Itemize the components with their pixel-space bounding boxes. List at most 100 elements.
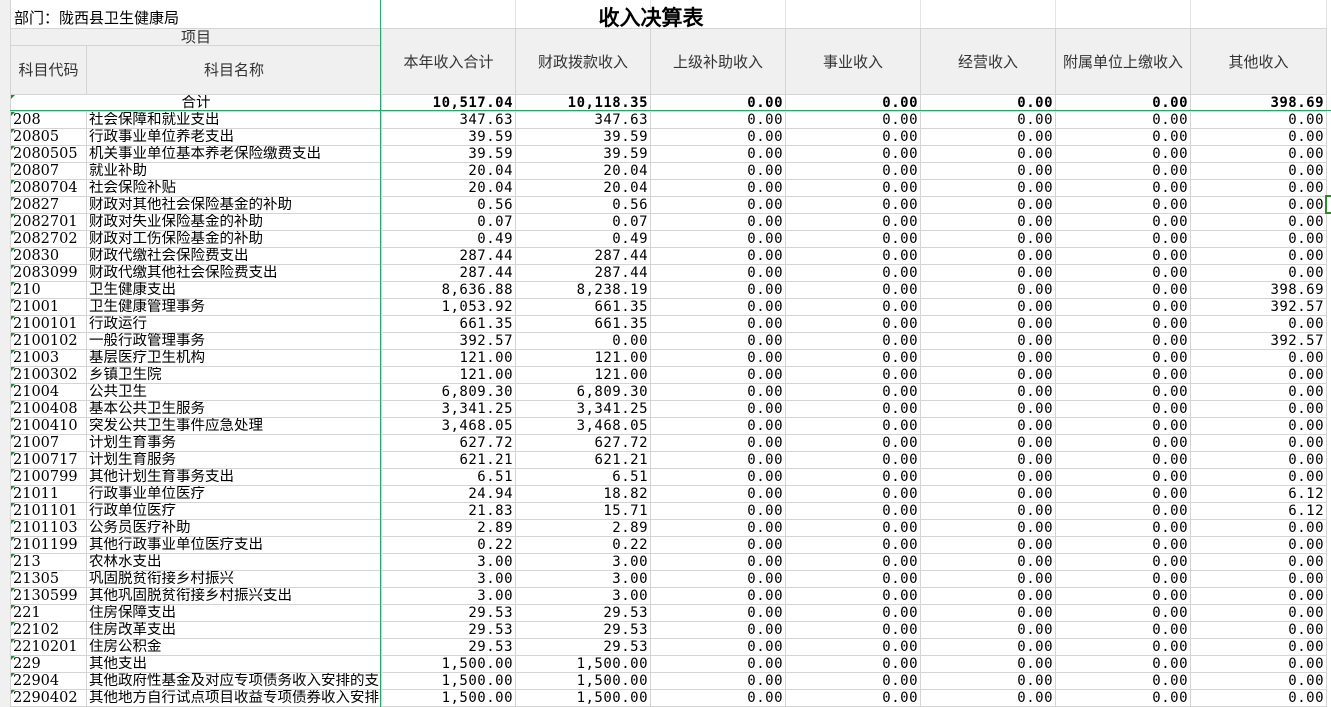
amount-cell[interactable]: 0.00 — [1055, 400, 1192, 418]
amount-cell[interactable]: 661.35 — [381, 315, 517, 333]
total-cell[interactable]: 0.00 — [1055, 94, 1192, 112]
amount-cell[interactable]: 0.00 — [920, 638, 1057, 656]
subject-code-cell[interactable]: 2100101 — [10, 315, 87, 333]
amount-cell[interactable]: 0.00 — [785, 247, 922, 265]
amount-cell[interactable]: 0.00 — [785, 315, 922, 333]
total-cell[interactable]: 0.00 — [785, 94, 922, 112]
subject-code-cell[interactable]: 2080704 — [10, 179, 87, 197]
amount-cell[interactable]: 0.00 — [920, 536, 1057, 554]
amount-cell[interactable]: 20.04 — [515, 162, 652, 180]
amount-cell[interactable]: 0.00 — [785, 111, 922, 129]
amount-cell[interactable]: 3.00 — [515, 553, 652, 571]
amount-cell[interactable]: 0.00 — [1055, 230, 1192, 248]
amount-cell[interactable]: 29.53 — [515, 638, 652, 656]
amount-cell[interactable]: 661.35 — [515, 315, 652, 333]
amount-cell[interactable]: 347.63 — [381, 111, 517, 129]
amount-cell[interactable]: 392.57 — [1190, 298, 1328, 316]
amount-cell[interactable]: 0.00 — [650, 468, 787, 486]
col-header-fiscal[interactable]: 财政拨款收入 — [515, 28, 652, 95]
amount-cell[interactable]: 0.00 — [785, 689, 922, 707]
amount-cell[interactable]: 0.00 — [1055, 655, 1192, 673]
amount-cell[interactable]: 0.00 — [1190, 536, 1328, 554]
amount-cell[interactable]: 29.53 — [381, 621, 517, 639]
amount-cell[interactable]: 0.00 — [785, 162, 922, 180]
subject-name-cell[interactable]: 计划生育服务 — [85, 451, 383, 469]
subject-name-cell[interactable]: 机关事业单位基本养老保险缴费支出 — [85, 145, 383, 163]
subject-code-cell[interactable]: 2100102 — [10, 332, 87, 350]
amount-cell[interactable]: 0.00 — [1055, 638, 1192, 656]
subject-name-cell[interactable]: 住房公积金 — [85, 638, 383, 656]
amount-cell[interactable]: 1,500.00 — [515, 672, 652, 690]
amount-cell[interactable]: 0.22 — [381, 536, 517, 554]
amount-cell[interactable]: 0.00 — [1055, 689, 1192, 707]
amount-cell[interactable]: 0.00 — [1055, 145, 1192, 163]
amount-cell[interactable]: 1,500.00 — [515, 655, 652, 673]
amount-cell[interactable]: 0.00 — [920, 298, 1057, 316]
subject-code-cell[interactable]: 21011 — [10, 485, 87, 503]
total-cell[interactable]: 10,517.04 — [381, 94, 517, 112]
total-cell[interactable]: 0.00 — [920, 94, 1057, 112]
amount-cell[interactable]: 0.00 — [650, 536, 787, 554]
amount-cell[interactable]: 0.00 — [785, 553, 922, 571]
amount-cell[interactable]: 0.00 — [1055, 553, 1192, 571]
subject-name-cell[interactable]: 一般行政管理事务 — [85, 332, 383, 350]
amount-cell[interactable]: 0.00 — [920, 111, 1057, 129]
subject-code-cell[interactable]: 2101101 — [10, 502, 87, 520]
subject-code-cell[interactable]: 2100408 — [10, 400, 87, 418]
amount-cell[interactable]: 347.63 — [515, 111, 652, 129]
amount-cell[interactable]: 20.04 — [381, 179, 517, 197]
amount-cell[interactable]: 29.53 — [515, 604, 652, 622]
amount-cell[interactable]: 29.53 — [381, 638, 517, 656]
amount-cell[interactable]: 0.00 — [785, 587, 922, 605]
subject-name-cell[interactable]: 乡镇卫生院 — [85, 366, 383, 384]
amount-cell[interactable]: 0.00 — [920, 332, 1057, 350]
amount-cell[interactable]: 0.00 — [650, 111, 787, 129]
amount-cell[interactable]: 0.00 — [920, 689, 1057, 707]
amount-cell[interactable]: 0.07 — [381, 213, 517, 231]
subject-name-cell[interactable]: 巩固脱贫衔接乡村振兴 — [85, 570, 383, 588]
subject-name-cell[interactable]: 突发公共卫生事件应急处理 — [85, 417, 383, 435]
amount-cell[interactable]: 2.89 — [515, 519, 652, 537]
subject-code-cell[interactable]: 22904 — [10, 672, 87, 690]
amount-cell[interactable]: 6,809.30 — [515, 383, 652, 401]
amount-cell[interactable]: 6.51 — [381, 468, 517, 486]
amount-cell[interactable]: 0.00 — [1055, 621, 1192, 639]
subject-name-cell[interactable]: 财政对工伤保险基金的补助 — [85, 230, 383, 248]
amount-cell[interactable]: 0.00 — [785, 570, 922, 588]
subject-name-cell[interactable]: 基本公共卫生服务 — [85, 400, 383, 418]
amount-cell[interactable]: 0.00 — [920, 502, 1057, 520]
amount-cell[interactable]: 0.00 — [920, 128, 1057, 146]
amount-cell[interactable]: 0.00 — [1055, 315, 1192, 333]
amount-cell[interactable]: 24.94 — [381, 485, 517, 503]
amount-cell[interactable]: 0.00 — [785, 230, 922, 248]
amount-cell[interactable]: 0.56 — [515, 196, 652, 214]
subject-code-cell[interactable]: 208 — [10, 111, 87, 129]
subject-code-cell[interactable]: 21001 — [10, 298, 87, 316]
amount-cell[interactable]: 39.59 — [515, 145, 652, 163]
amount-cell[interactable]: 3.00 — [381, 570, 517, 588]
amount-cell[interactable]: 0.00 — [785, 502, 922, 520]
col-header-total[interactable]: 本年收入合计 — [381, 28, 517, 95]
amount-cell[interactable]: 0.00 — [1055, 587, 1192, 605]
amount-cell[interactable]: 0.00 — [1055, 179, 1192, 197]
amount-cell[interactable]: 0.00 — [1190, 366, 1328, 384]
amount-cell[interactable]: 0.00 — [920, 281, 1057, 299]
amount-cell[interactable]: 0.00 — [650, 519, 787, 537]
subject-code-cell[interactable]: 213 — [10, 553, 87, 571]
amount-cell[interactable]: 3,468.05 — [515, 417, 652, 435]
amount-cell[interactable]: 0.00 — [1055, 434, 1192, 452]
amount-cell[interactable]: 20.04 — [381, 162, 517, 180]
amount-cell[interactable]: 6.12 — [1190, 485, 1328, 503]
amount-cell[interactable]: 3,341.25 — [381, 400, 517, 418]
amount-cell[interactable]: 0.00 — [650, 145, 787, 163]
subject-code-cell[interactable]: 229 — [10, 655, 87, 673]
subject-name-cell[interactable]: 公务员医疗补助 — [85, 519, 383, 537]
subject-code-cell[interactable]: 2101103 — [10, 519, 87, 537]
amount-cell[interactable]: 0.00 — [1190, 213, 1328, 231]
amount-cell[interactable]: 0.00 — [650, 400, 787, 418]
subject-name-cell[interactable]: 财政代缴其他社会保险费支出 — [85, 264, 383, 282]
amount-cell[interactable]: 121.00 — [381, 366, 517, 384]
amount-cell[interactable]: 0.00 — [1055, 349, 1192, 367]
amount-cell[interactable]: 1,500.00 — [381, 672, 517, 690]
subject-code-cell[interactable]: 2083099 — [10, 264, 87, 282]
